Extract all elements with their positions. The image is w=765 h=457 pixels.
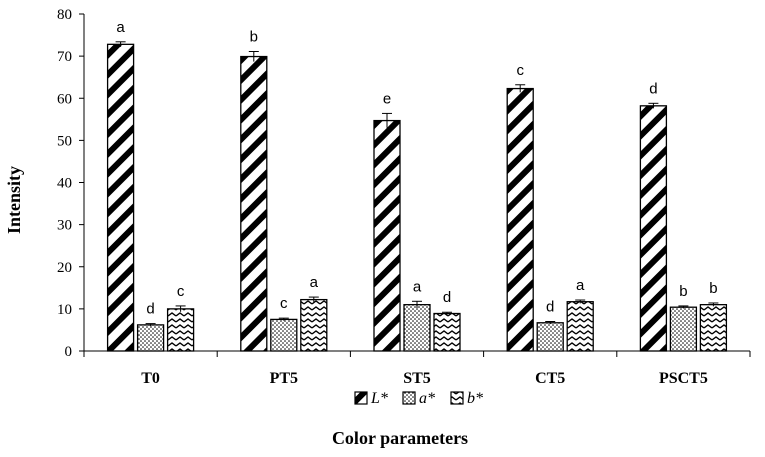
- bar-Lstar-ST5: [373, 119, 401, 352]
- x-tick-label: PSCT5: [659, 370, 708, 387]
- bar-bstar-PT5: [300, 298, 328, 352]
- significance-label: d: [443, 289, 451, 306]
- bar-astar-CT5: [536, 322, 564, 352]
- significance-label: b: [250, 28, 258, 45]
- y-tick-label: 0: [65, 344, 73, 360]
- y-tick-label: 20: [57, 260, 72, 276]
- bar-Lstar-PT5: [240, 55, 268, 352]
- x-axis: T0 PT5 ST5 CT5 PSCT5: [83, 350, 751, 387]
- bar-bstar-ST5: [433, 312, 461, 352]
- x-tick-label: CT5: [535, 370, 565, 387]
- y-tick-label: 50: [57, 133, 72, 149]
- significance-label: a: [413, 278, 422, 295]
- y-tick-label: 30: [57, 218, 72, 234]
- bar-astar-T0: [136, 324, 165, 352]
- y-tick-label: 60: [57, 91, 72, 107]
- y-tick-label: 80: [57, 7, 72, 23]
- significance-label: d: [546, 299, 554, 316]
- bar-bstar-PSCT5: [699, 304, 728, 352]
- significance-label: a: [576, 277, 585, 294]
- legend: L* a* b*: [354, 390, 483, 407]
- bar-Lstar-PSCT5: [639, 105, 668, 352]
- y-axis-label: Intensity: [4, 166, 24, 234]
- bar-astar-PSCT5: [669, 306, 698, 352]
- bar-bstar-T0: [166, 308, 195, 352]
- significance-label: a: [310, 274, 319, 291]
- significance-label: d: [649, 80, 657, 97]
- legend-label: L*: [370, 390, 388, 407]
- y-tick-label: 70: [57, 49, 72, 65]
- bar-astar-ST5: [403, 304, 431, 352]
- legend-label: a*: [419, 390, 435, 407]
- significance-label: c: [280, 295, 288, 312]
- x-tick-label: PT5: [270, 370, 298, 387]
- significance-label: c: [177, 283, 185, 300]
- significance-label: b: [679, 283, 687, 300]
- legend-swatch: [450, 391, 464, 405]
- y-axis: 0 10 20 30 40 50 60 70 80: [57, 7, 85, 360]
- y-tick-label: 10: [57, 302, 72, 318]
- significance-label: c: [516, 62, 524, 79]
- significance-label: d: [146, 301, 154, 318]
- bar-astar-PT5: [270, 318, 298, 352]
- x-tick-label: T0: [141, 370, 160, 387]
- significance-label: b: [709, 280, 717, 297]
- legend-swatch: [354, 391, 368, 405]
- x-tick-label: ST5: [403, 370, 431, 387]
- significance-label: e: [383, 90, 391, 107]
- legend-label: b*: [467, 390, 483, 407]
- x-axis-label: Color parameters: [332, 428, 468, 448]
- bar-Lstar-T0: [106, 43, 135, 352]
- significance-label: a: [116, 19, 125, 36]
- legend-swatch: [402, 391, 416, 405]
- y-tick-label: 40: [57, 176, 72, 192]
- bar-Lstar-CT5: [506, 87, 534, 352]
- bar-bstar-CT5: [566, 301, 594, 352]
